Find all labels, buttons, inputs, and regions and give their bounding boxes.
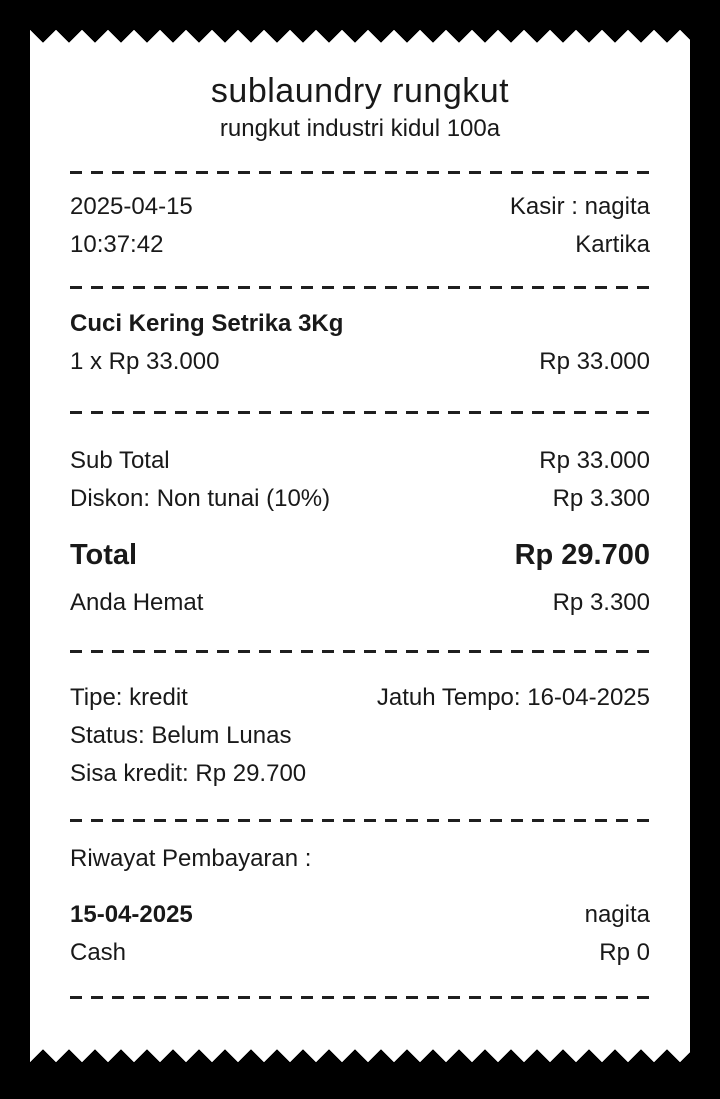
item-qty-price: 1 x Rp 33.000 [70, 348, 220, 375]
date-value: 2025-04-15 [70, 193, 193, 220]
totals-section: Sub Total Rp 33.000 Diskon: Non tunai (1… [70, 442, 650, 622]
separator [70, 650, 650, 653]
total-label: Total [70, 539, 138, 571]
credit-status: Status: Belum Lunas [70, 722, 292, 749]
item-amount: Rp 33.000 [539, 348, 650, 375]
zigzag-top-edge [30, 30, 690, 43]
zigzag-bottom-edge [30, 1049, 690, 1062]
item-section: Cuci Kering Setrika 3Kg 1 x Rp 33.000 Rp… [70, 305, 650, 381]
separator [70, 411, 650, 414]
payment-entry-cashier: nagita [584, 901, 650, 928]
payment-entry: 15-04-2025 nagita Cash Rp 0 [70, 896, 650, 972]
store-address: rungkut industri kidul 100a [219, 115, 501, 142]
customer-name: Kartika [575, 231, 650, 258]
credit-due-date: Jatuh Tempo: 16-04-2025 [376, 684, 650, 711]
subtotal-value: Rp 33.000 [539, 447, 650, 474]
receipt-paper: sublaundry rungkut rungkut industri kidu… [30, 43, 690, 1049]
time-value: 10:37:42 [70, 231, 164, 258]
item-name: Cuci Kering Setrika 3Kg [70, 310, 344, 337]
store-name: sublaundry rungkut [210, 72, 510, 110]
savings-value: Rp 3.300 [552, 589, 650, 616]
separator [70, 286, 650, 289]
receipt: sublaundry rungkut rungkut industri kidu… [30, 30, 690, 1062]
separator [70, 171, 650, 174]
discount-value: Rp 3.300 [552, 485, 650, 512]
subtotal-label: Sub Total [70, 447, 170, 474]
payment-history-section: Riwayat Pembayaran : 15-04-2025 nagita C… [70, 840, 650, 972]
discount-label: Diskon: Non tunai (10%) [70, 485, 331, 512]
payment-entry-amount: Rp 0 [599, 939, 650, 966]
credit-section: Tipe: kredit Jatuh Tempo: 16-04-2025 Sta… [70, 679, 650, 793]
separator [70, 819, 650, 822]
header-section: 2025-04-15 Kasir : nagita 10:37:42 Karti… [70, 188, 650, 264]
payment-history-title: Riwayat Pembayaran : [70, 845, 312, 872]
separator [70, 996, 650, 999]
total-value: Rp 29.700 [514, 539, 650, 571]
payment-entry-date: 15-04-2025 [70, 901, 193, 928]
credit-remaining: Sisa kredit: Rp 29.700 [70, 760, 307, 787]
payment-entry-method: Cash [70, 939, 127, 966]
cashier-value: Kasir : nagita [509, 193, 650, 220]
savings-label: Anda Hemat [70, 589, 204, 616]
credit-type: Tipe: kredit [70, 684, 188, 711]
